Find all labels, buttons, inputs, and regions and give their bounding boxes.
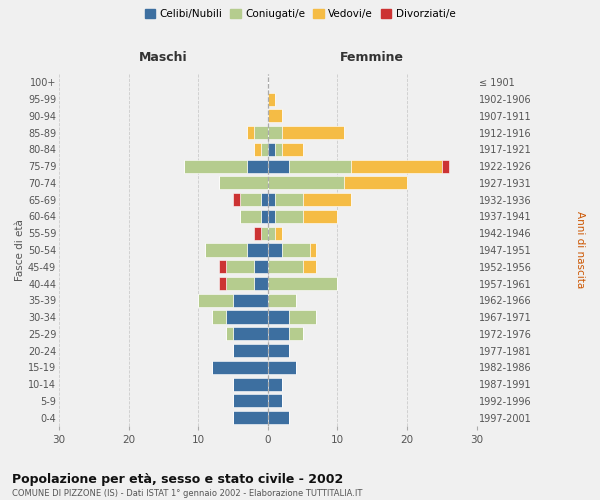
Bar xyxy=(302,260,316,274)
Bar xyxy=(205,244,247,256)
Bar xyxy=(233,294,268,307)
Bar xyxy=(233,378,268,390)
Text: COMUNE DI PIZZONE (IS) - Dati ISTAT 1° gennaio 2002 - Elaborazione TUTTITALIA.IT: COMUNE DI PIZZONE (IS) - Dati ISTAT 1° g… xyxy=(12,489,362,498)
Bar xyxy=(240,210,261,223)
Bar xyxy=(310,244,316,256)
Bar xyxy=(289,160,351,172)
Bar xyxy=(289,328,302,340)
Bar xyxy=(268,110,281,122)
Bar xyxy=(254,143,261,156)
Bar xyxy=(281,244,310,256)
Bar xyxy=(233,193,240,206)
Bar xyxy=(254,260,268,274)
Bar xyxy=(219,176,268,190)
Bar xyxy=(268,294,296,307)
Bar xyxy=(275,210,302,223)
Bar xyxy=(289,310,316,324)
Bar xyxy=(268,328,289,340)
Bar xyxy=(268,344,289,357)
Bar xyxy=(261,210,268,223)
Bar xyxy=(247,126,254,139)
Bar xyxy=(442,160,449,172)
Bar xyxy=(268,361,296,374)
Bar xyxy=(198,294,233,307)
Bar xyxy=(268,260,302,274)
Bar xyxy=(275,143,281,156)
Bar xyxy=(302,210,337,223)
Bar xyxy=(261,143,268,156)
Bar xyxy=(275,226,281,240)
Bar xyxy=(254,277,268,290)
Bar xyxy=(212,310,226,324)
Bar xyxy=(268,277,337,290)
Bar xyxy=(268,310,289,324)
Bar xyxy=(254,226,261,240)
Bar xyxy=(344,176,407,190)
Bar xyxy=(261,193,268,206)
Bar xyxy=(247,160,268,172)
Bar xyxy=(268,226,275,240)
Bar xyxy=(233,411,268,424)
Bar xyxy=(268,176,344,190)
Bar xyxy=(268,394,281,407)
Bar xyxy=(226,277,254,290)
Bar xyxy=(268,244,281,256)
Bar xyxy=(268,143,275,156)
Bar xyxy=(281,126,344,139)
Y-axis label: Fasce di età: Fasce di età xyxy=(15,219,25,281)
Bar xyxy=(247,244,268,256)
Bar xyxy=(351,160,442,172)
Bar xyxy=(212,361,268,374)
Bar xyxy=(268,193,275,206)
Bar xyxy=(302,193,351,206)
Bar xyxy=(240,193,261,206)
Bar xyxy=(281,143,302,156)
Bar xyxy=(233,344,268,357)
Bar xyxy=(268,126,281,139)
Bar xyxy=(226,260,254,274)
Bar xyxy=(268,160,289,172)
Bar xyxy=(226,310,268,324)
Legend: Celibi/Nubili, Coniugati/e, Vedovi/e, Divorziati/e: Celibi/Nubili, Coniugati/e, Vedovi/e, Di… xyxy=(140,5,460,24)
Bar xyxy=(219,260,226,274)
Bar xyxy=(233,394,268,407)
Bar xyxy=(226,328,233,340)
Bar xyxy=(275,193,302,206)
Bar xyxy=(219,277,226,290)
Bar xyxy=(268,92,275,106)
Text: Maschi: Maschi xyxy=(139,51,188,64)
Bar xyxy=(268,210,275,223)
Bar xyxy=(254,126,268,139)
Y-axis label: Anni di nascita: Anni di nascita xyxy=(575,212,585,288)
Bar xyxy=(268,411,289,424)
Bar xyxy=(233,328,268,340)
Bar xyxy=(268,378,281,390)
Text: Femmine: Femmine xyxy=(340,51,404,64)
Bar xyxy=(184,160,247,172)
Bar xyxy=(261,226,268,240)
Text: Popolazione per età, sesso e stato civile - 2002: Popolazione per età, sesso e stato civil… xyxy=(12,472,343,486)
